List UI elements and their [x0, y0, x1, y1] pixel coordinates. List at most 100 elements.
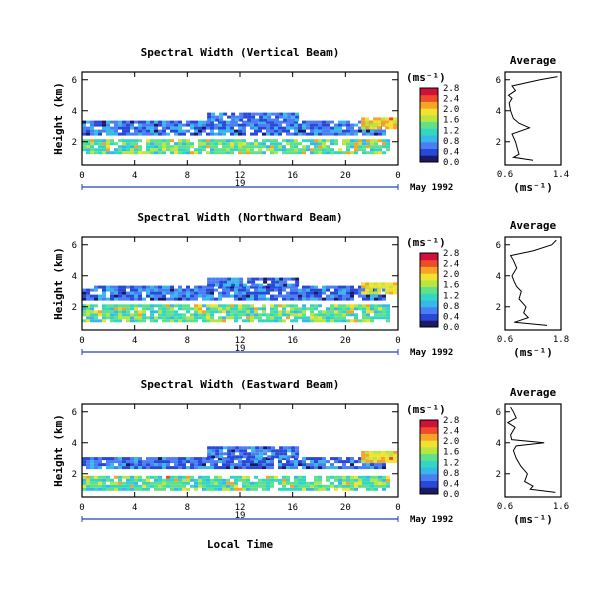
heatmap-cell: [170, 123, 174, 127]
heatmap-cell: [274, 304, 278, 308]
heatmap-cell: [182, 151, 186, 155]
heatmap-cell: [194, 285, 198, 289]
heatmap-cell: [106, 285, 110, 289]
heatmap-cell: [142, 151, 146, 155]
heatmap-cell: [254, 126, 258, 130]
heatmap-cell: [214, 463, 218, 467]
heatmap-cell: [310, 288, 314, 292]
heatmap-cell: [162, 460, 166, 464]
heatmap-cell: [366, 297, 370, 301]
heatmap-cell: [266, 145, 270, 149]
heatmap-cell: [286, 475, 290, 479]
heatmap-cell: [219, 118, 224, 122]
heatmap-cell: [282, 145, 286, 149]
heatmap-cell: [186, 139, 190, 143]
heatmap-cell: [258, 319, 262, 323]
heatmap-cell: [275, 118, 280, 122]
heatmap-cell: [246, 466, 250, 470]
heatmap-cell: [366, 139, 370, 143]
heatmap-cell: [182, 139, 186, 143]
heatmap-cell: [186, 285, 190, 289]
heatmap-cell: [178, 304, 182, 308]
heatmap-cell: [154, 460, 158, 464]
heatmap-cell: [294, 307, 298, 311]
heatmap-cell: [218, 319, 222, 323]
heatmap-cell: [94, 132, 98, 136]
heatmap-cell: [226, 123, 230, 127]
heatmap-cell: [186, 466, 190, 470]
heatmap-cell: [239, 280, 244, 284]
heatmap-cell: [186, 288, 190, 292]
heatmap-cell: [166, 126, 170, 130]
heatmap-cell: [318, 129, 322, 133]
heatmap-cell: [210, 148, 214, 152]
heatmap-cell: [318, 487, 322, 491]
heatmap-cell: [218, 294, 222, 298]
colorbar-segment: [420, 467, 438, 475]
heatmap-cell: [278, 457, 282, 461]
heatmap-cell: [258, 466, 262, 470]
colorbar-tick-label: 1.6: [443, 116, 459, 126]
heatmap-cell: [134, 481, 138, 485]
heatmap-cell: [239, 118, 244, 122]
heatmap-cell: [122, 126, 126, 130]
heatmap-cell: [207, 449, 212, 453]
heatmap-cell: [354, 132, 358, 136]
heatmap-cell: [362, 478, 366, 482]
heatmap-cell: [218, 457, 222, 461]
heatmap-cell: [254, 285, 258, 289]
heatmap-cell: [146, 304, 150, 308]
heatmap-cell: [122, 142, 126, 146]
heatmap-cell: [234, 313, 238, 317]
heatmap-cell: [242, 291, 246, 295]
heatmap-cell: [126, 307, 130, 311]
heatmap-cell: [274, 297, 278, 301]
heatmap-cell: [234, 304, 238, 308]
heatmap-cell: [234, 475, 238, 479]
heatmap-cell: [202, 285, 206, 289]
heatmap-cell: [190, 291, 194, 295]
heatmap-cell: [170, 457, 174, 461]
heatmap-cell: [275, 115, 280, 119]
heatmap-cell: [294, 145, 298, 149]
heatmap-cell: [294, 129, 298, 133]
heatmap-cell: [386, 484, 390, 488]
heatmap-cell: [86, 288, 90, 292]
average-title: Average: [510, 386, 557, 399]
heatmap-cell: [102, 316, 106, 320]
heatmap-cell: [222, 139, 226, 143]
heatmap-cell: [154, 132, 158, 136]
heatmap-cell: [346, 142, 350, 146]
heatmap-cell: [214, 478, 218, 482]
heatmap-cell: [114, 294, 118, 298]
heatmap-cell: [242, 463, 246, 467]
heatmap-cell: [322, 120, 326, 124]
heatmap-cell: [250, 285, 254, 289]
heatmap-cell: [226, 139, 230, 143]
heatmap-cell: [86, 291, 90, 295]
heatmap-cell: [389, 291, 394, 295]
heatmap-cell: [214, 310, 218, 314]
heatmap-cell: [350, 487, 354, 491]
heatmap-cell: [122, 139, 126, 143]
heatmap-cell: [118, 288, 122, 292]
colorbar-segment: [420, 487, 438, 495]
heatmap-cell: [246, 481, 250, 485]
heatmap-cell: [350, 123, 354, 127]
colorbar-frame: [419, 87, 439, 163]
heatmap-cell: [118, 484, 122, 488]
heatmap-cell: [295, 455, 300, 459]
heatmap-cell: [198, 294, 202, 298]
heatmap-cell: [250, 457, 254, 461]
heatmap-cell: [310, 139, 314, 143]
heatmap-cell: [170, 288, 174, 292]
heatmap-cell: [290, 151, 294, 155]
heatmap-cell: [198, 291, 202, 295]
heatmap-cell: [234, 316, 238, 320]
heatmap-cell: [94, 285, 98, 289]
heatmap-cell: [346, 151, 350, 155]
heatmap-cell: [290, 466, 294, 470]
heatmap-cell: [130, 316, 134, 320]
heatmap-cell: [310, 123, 314, 127]
heatmap-cell: [302, 132, 306, 136]
